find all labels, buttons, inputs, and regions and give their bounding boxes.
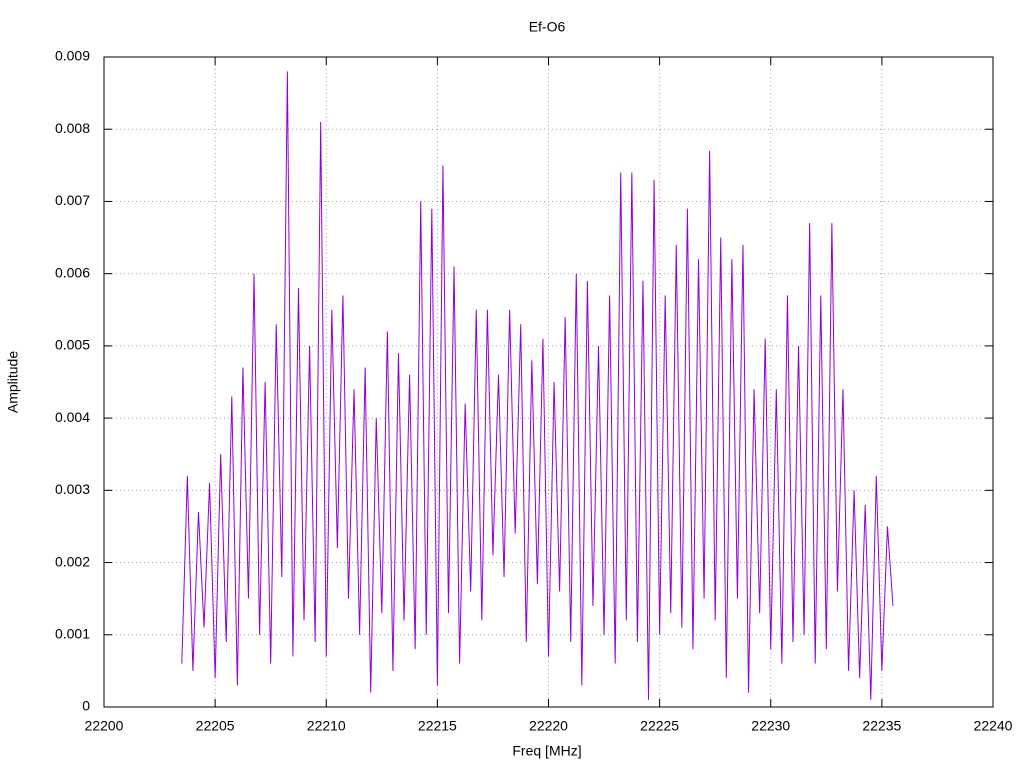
x-tick-label: 22235	[862, 718, 901, 734]
y-tick-label: 0.002	[55, 553, 90, 569]
x-axis-label: Freq [MHz]	[512, 743, 581, 759]
x-tick-label: 22210	[307, 718, 346, 734]
y-tick-label: 0.008	[55, 120, 90, 136]
x-tick-label: 22215	[418, 718, 457, 734]
x-tick-label: 22240	[974, 718, 1013, 734]
y-tick-label: 0.009	[55, 48, 90, 64]
y-tick-label: 0.006	[55, 264, 90, 280]
chart-title: Ef-O6	[529, 19, 566, 35]
x-tick-label: 22225	[640, 718, 679, 734]
y-tick-label: 0.001	[55, 625, 90, 641]
x-tick-label: 22205	[196, 718, 235, 734]
data-line	[181, 71, 894, 700]
y-tick-label: 0.007	[55, 192, 90, 208]
y-tick-label: 0	[82, 698, 90, 714]
y-axis-label: Amplitude	[5, 351, 21, 413]
y-tick-label: 0.005	[55, 337, 90, 353]
x-tick-label: 22200	[85, 718, 124, 734]
x-tick-label: 22220	[529, 718, 568, 734]
x-tick-label: 22230	[751, 718, 790, 734]
plot-border	[103, 56, 994, 708]
y-tick-label: 0.004	[55, 409, 90, 425]
y-tick-label: 0.003	[55, 481, 90, 497]
